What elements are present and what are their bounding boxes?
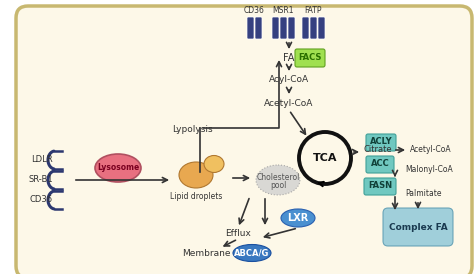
Text: Lypolysis: Lypolysis [172, 125, 212, 135]
Text: Acetyl-CoA: Acetyl-CoA [264, 98, 314, 107]
FancyBboxPatch shape [366, 156, 394, 173]
Text: CD36: CD36 [30, 196, 53, 204]
Text: FA: FA [283, 53, 295, 63]
Text: ABCA/G: ABCA/G [234, 249, 270, 258]
FancyBboxPatch shape [247, 17, 254, 39]
Text: FACS: FACS [298, 53, 322, 62]
Text: LXR: LXR [287, 213, 309, 223]
Text: pool: pool [270, 181, 286, 190]
FancyBboxPatch shape [310, 17, 317, 39]
Text: CD36: CD36 [244, 6, 265, 15]
FancyBboxPatch shape [302, 17, 309, 39]
FancyBboxPatch shape [255, 17, 262, 39]
FancyBboxPatch shape [364, 178, 396, 195]
Ellipse shape [179, 162, 213, 188]
Text: Lysosome: Lysosome [97, 164, 139, 173]
FancyBboxPatch shape [383, 208, 453, 246]
Ellipse shape [233, 244, 271, 261]
Text: FATP: FATP [305, 6, 322, 15]
Text: Complex FA: Complex FA [389, 222, 447, 232]
Text: Membrane: Membrane [182, 249, 230, 258]
Text: Citrate: Citrate [364, 145, 392, 155]
Text: Lipid droplets: Lipid droplets [170, 192, 222, 201]
FancyBboxPatch shape [288, 17, 295, 39]
Text: Cholesterol: Cholesterol [256, 173, 300, 181]
Text: Acetyl-CoA: Acetyl-CoA [410, 145, 452, 155]
Text: FASN: FASN [368, 181, 392, 190]
Ellipse shape [95, 154, 141, 182]
Text: ACC: ACC [371, 159, 389, 169]
Ellipse shape [281, 209, 315, 227]
Text: Palmitate: Palmitate [405, 189, 441, 198]
Text: LDLR: LDLR [31, 156, 53, 164]
Text: Efflux: Efflux [225, 230, 251, 238]
Text: TCA: TCA [313, 153, 337, 163]
FancyBboxPatch shape [318, 17, 325, 39]
Text: Malonyl-CoA: Malonyl-CoA [405, 165, 453, 175]
Text: ACLY: ACLY [370, 138, 392, 147]
FancyBboxPatch shape [366, 134, 396, 151]
Ellipse shape [204, 156, 224, 173]
Text: SR-B1: SR-B1 [28, 176, 53, 184]
Text: Acyl-CoA: Acyl-CoA [269, 76, 309, 84]
FancyBboxPatch shape [16, 6, 472, 274]
Text: MSR1: MSR1 [273, 6, 294, 15]
Ellipse shape [256, 165, 300, 195]
FancyBboxPatch shape [280, 17, 287, 39]
FancyBboxPatch shape [272, 17, 279, 39]
FancyBboxPatch shape [295, 49, 325, 67]
